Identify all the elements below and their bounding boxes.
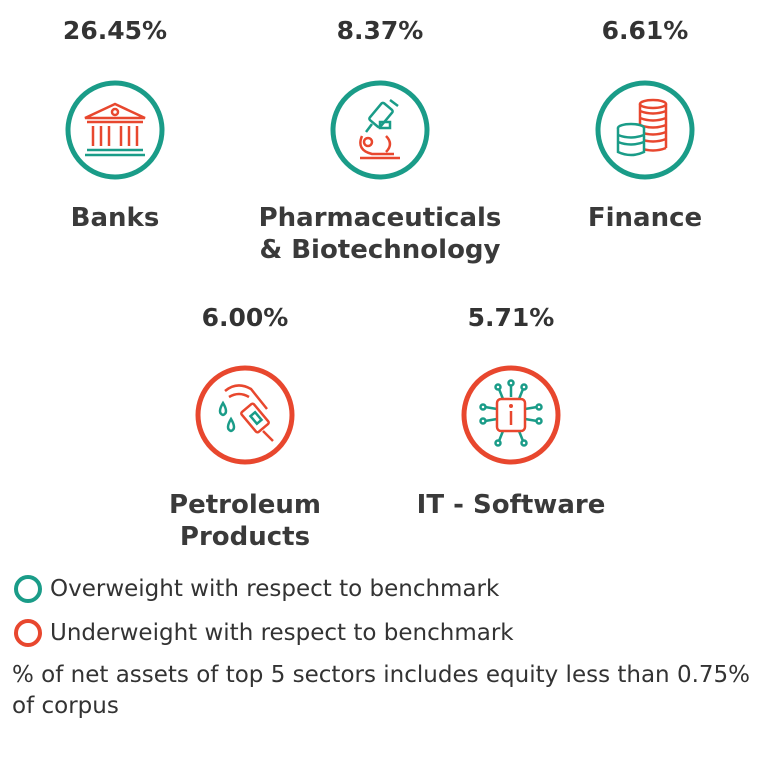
footnote: % of net assets of top 5 sectors include… — [12, 662, 751, 719]
sector-percentage: 8.37% — [336, 16, 424, 45]
circuit-chip-icon — [459, 363, 563, 467]
fuel-nozzle-icon — [193, 363, 297, 467]
underweight-ring-icon — [14, 619, 42, 647]
sector-it-software: 5.71% — [381, 301, 641, 521]
legend-overweight-label: Overweight with respect to benchmark — [50, 576, 500, 602]
sector-name-line: Banks — [70, 203, 160, 233]
sector-name: Pharmaceuticals & Biotechnology — [250, 202, 510, 266]
sector-percentage: 6.00% — [201, 303, 289, 332]
sector-name: Finance — [515, 202, 770, 234]
microscope-icon — [328, 78, 432, 182]
sector-name-line: & Biotechnology — [259, 235, 501, 265]
sector-name: IT - Software — [381, 489, 641, 521]
sector-name-line: IT - Software — [416, 490, 606, 520]
sector-name: Banks — [0, 202, 245, 234]
sector-percentage: 6.61% — [601, 16, 689, 45]
sector-percentage: 5.71% — [467, 303, 555, 332]
legend-underweight: Underweight with respect to benchmark — [14, 619, 514, 647]
sector-petroleum-products: 6.00% Petroleum Products — [115, 301, 375, 553]
sector-name-line: Products — [179, 522, 311, 552]
sector-finance: 6.61% Finance — [515, 14, 770, 234]
sector-name-line: Petroleum — [169, 490, 321, 520]
bank-icon — [63, 78, 167, 182]
sector-percentage: 26.45% — [62, 16, 168, 45]
overweight-ring-icon — [14, 575, 42, 603]
coins-icon — [593, 78, 697, 182]
legend-underweight-label: Underweight with respect to benchmark — [50, 620, 514, 646]
sector-name-line: Pharmaceuticals — [258, 203, 502, 233]
sector-pharmaceuticals: 8.37% Pharmaceuticals & Biotechnology — [250, 14, 510, 266]
sector-name-line: Finance — [587, 203, 703, 233]
legend-overweight: Overweight with respect to benchmark — [14, 575, 499, 603]
sector-banks: 26.45% Banks — [0, 14, 245, 234]
sector-name: Petroleum Products — [115, 489, 375, 553]
